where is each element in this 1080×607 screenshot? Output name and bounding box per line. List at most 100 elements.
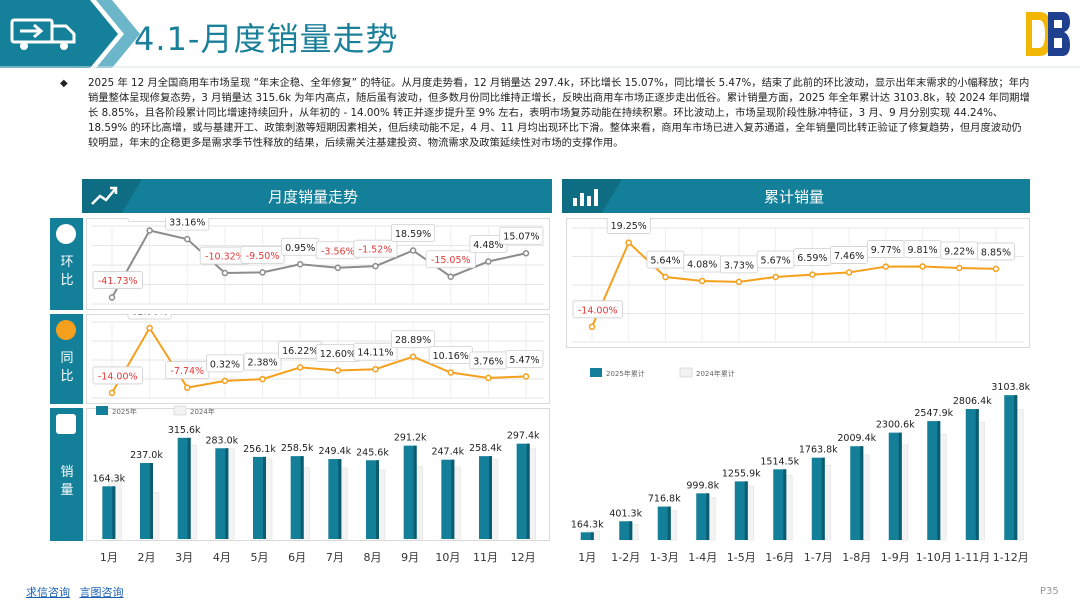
bar-value-label: 237.0k: [130, 450, 163, 461]
data-point: [447, 369, 454, 376]
bar-value-label: 245.6k: [356, 447, 389, 458]
data-point: [259, 269, 266, 276]
data-point: [221, 377, 229, 385]
data-label: 33.16%: [169, 218, 205, 229]
data-label-box: [127, 218, 172, 222]
bar-2025: [366, 460, 379, 539]
chart-icon: [56, 414, 76, 434]
x-tick-label: 4月: [213, 551, 231, 564]
data-point: [146, 324, 153, 332]
data-point: [372, 262, 379, 270]
bar-2025-side: [744, 481, 748, 540]
data-point: [992, 265, 1000, 273]
data-point: [146, 227, 153, 234]
legend-swatch-2025: [590, 368, 602, 377]
data-label: 18.59%: [395, 229, 431, 240]
data-point: [184, 235, 191, 243]
data-label-box: [391, 330, 436, 349]
footer-link-qiuxin[interactable]: 求信咨询: [26, 586, 70, 599]
data-point: [956, 264, 963, 272]
x-tick-label: 1-12月: [993, 551, 1029, 564]
data-label: 7.46%: [834, 251, 864, 262]
data-label: -7.74%: [170, 366, 204, 377]
data-point: [625, 239, 632, 246]
x-tick-label: 1月: [578, 551, 596, 564]
bar-value-label: 2547.9k: [914, 408, 953, 419]
data-point: [259, 375, 266, 383]
data-label: 5.67%: [761, 255, 791, 266]
data-point: [334, 264, 342, 272]
data-label: 3.76%: [473, 356, 503, 367]
x-tick-label: 1-6月: [765, 551, 794, 564]
data-label: 6.59%: [797, 253, 827, 264]
bar-2025-side: [150, 463, 153, 539]
data-label: 12.60%: [320, 349, 356, 360]
sales-bar-chart: 2025年 2024年 164.3k 1月 237.0k 2月 315.6k 3月 283.0k…: [92, 405, 540, 564]
data-label-box: [499, 226, 544, 245]
bar-2025-side: [898, 432, 902, 540]
x-tick-label: 1-11月: [954, 551, 990, 564]
bar-2025-side: [263, 456, 266, 539]
data-point: [296, 261, 304, 268]
bar-value-label: 249.4k: [318, 446, 351, 457]
data-point: [296, 364, 304, 371]
data-point: [662, 273, 669, 281]
bar-2025-side: [937, 421, 941, 540]
data-point: [409, 353, 417, 360]
data-label: 5.47%: [509, 355, 539, 366]
series-line: [111, 229, 527, 299]
cum-yoy-chart-panel: [566, 218, 1030, 348]
data-point: [522, 249, 530, 257]
bar-2025: [441, 459, 455, 539]
bar-2025-side: [821, 457, 825, 540]
bar-2025-side: [225, 448, 229, 539]
bar-2025-side: [413, 445, 417, 539]
x-tick-label: 7月: [326, 551, 344, 564]
data-point: [588, 323, 596, 331]
bar-value-label: 315.6k: [168, 425, 201, 436]
bar-2025: [102, 486, 116, 539]
data-label: -14.00%: [98, 371, 138, 382]
data-point: [809, 271, 816, 278]
bar-2025-side: [300, 456, 304, 539]
x-tick-label: 2月: [138, 551, 156, 564]
bar-value-label: 1763.8k: [799, 445, 838, 456]
data-point: [409, 247, 417, 254]
data-label: 0.95%: [285, 243, 315, 254]
trend-icon: [91, 186, 118, 205]
cum-sales-bar-chart: 2025年累计 2024年累计 164.3k 1月 401.3k 1-2月 716.8k 1-…: [571, 367, 1031, 564]
bar-value-label: 164.3k: [92, 473, 125, 484]
data-label-box: [572, 300, 623, 319]
data-label-box: [425, 250, 476, 269]
data-point: [334, 367, 342, 374]
data-point: [372, 365, 379, 373]
bar-2025-side: [376, 460, 379, 539]
x-tick-label: 6月: [288, 551, 306, 564]
series-line: [591, 240, 997, 328]
bar-2025: [811, 457, 825, 540]
legend-label-2024: 2024年累计: [696, 369, 735, 378]
data-label: 16.22%: [282, 346, 318, 357]
x-tick-label: 1-4月: [688, 551, 717, 564]
x-tick-label: 10月: [435, 551, 460, 564]
data-point: [485, 374, 492, 382]
footer-link-yantu[interactable]: 言图咨询: [79, 586, 124, 599]
page-number: P35: [1040, 586, 1059, 597]
data-label: 4.08%: [687, 259, 717, 270]
bar-2025: [619, 521, 633, 540]
data-point: [919, 263, 926, 270]
bar-2025: [773, 469, 787, 540]
data-label: 9.22%: [944, 246, 974, 257]
bar-value-label: 999.8k: [686, 480, 719, 491]
bar-2025: [253, 456, 266, 539]
yoy-line-chart: -14.00% 62.90% -7.74% 0.32% 2.38% 16.22%12.60…: [92, 314, 544, 399]
x-tick-label: 3月: [175, 551, 193, 564]
bar-2025-side: [590, 532, 594, 540]
bar-value-label: 258.5k: [281, 443, 314, 454]
header-band: [0, 0, 1080, 68]
bar-2025-side: [451, 459, 455, 539]
bar-value-label: 297.4k: [507, 431, 540, 442]
data-point: [221, 269, 229, 277]
percent-icon: [56, 320, 76, 340]
